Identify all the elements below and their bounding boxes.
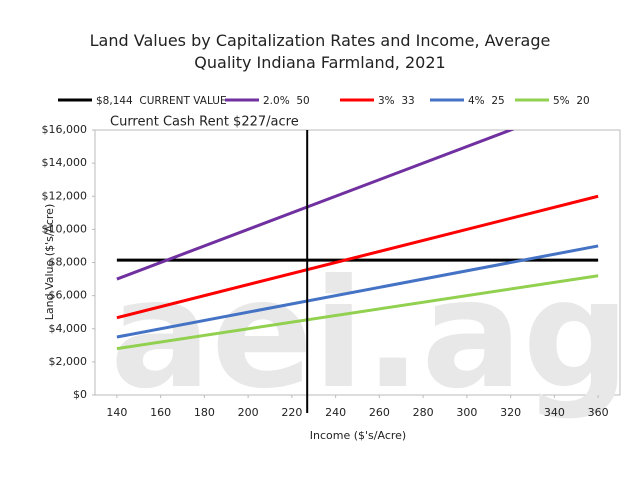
legend-label: 3% 33 bbox=[378, 95, 415, 107]
x-tick-label: 300 bbox=[456, 406, 477, 419]
plot-lines bbox=[116, 130, 599, 351]
watermark: aei.ag bbox=[110, 248, 630, 422]
x-tick-label: 240 bbox=[325, 406, 346, 419]
annotation: Current Cash Rent $227/acre bbox=[110, 115, 299, 130]
y-tick-label: $6,000 bbox=[49, 289, 88, 302]
series-line bbox=[116, 274, 599, 351]
y-tick-label: $16,000 bbox=[42, 123, 88, 136]
x-tick-label: 360 bbox=[588, 406, 609, 419]
title-box: Land Values by Capitalization Rates and … bbox=[89, 31, 551, 72]
x-tick-label: 220 bbox=[281, 406, 302, 419]
x-axis-label: Income ($'s/Acre) bbox=[310, 429, 406, 442]
legend-label: 4% 25 bbox=[468, 95, 505, 107]
x-tick-label: 160 bbox=[150, 406, 171, 419]
legend-label: $8,144 CURRENT VALUE bbox=[96, 95, 227, 107]
y-axis-label: Land Value ($'s/Acre) bbox=[43, 204, 56, 321]
x-tick-label: 280 bbox=[413, 406, 434, 419]
y-tick-label: $2,000 bbox=[49, 355, 88, 368]
y-tick-label: $10,000 bbox=[42, 222, 88, 235]
y-tick-label: $8,000 bbox=[49, 256, 88, 269]
x-tick-label: 140 bbox=[106, 406, 127, 419]
y-tick-label: $14,000 bbox=[42, 156, 88, 169]
x-tick-label: 340 bbox=[544, 406, 565, 419]
legend-label: 5% 20 bbox=[553, 95, 590, 107]
series-line bbox=[116, 130, 515, 281]
y-tick-label: $4,000 bbox=[49, 322, 88, 335]
series-line bbox=[116, 194, 599, 320]
legend-label: 2.0% 50 bbox=[263, 95, 310, 107]
chart-title: Land Values by Capitalization Rates and … bbox=[89, 31, 551, 72]
x-tick-label: 180 bbox=[194, 406, 215, 419]
series-line bbox=[116, 244, 599, 339]
y-tick-label: $0 bbox=[73, 388, 87, 401]
y-tick-label: $12,000 bbox=[42, 189, 88, 202]
x-tick-label: 260 bbox=[369, 406, 390, 419]
x-tick-label: 320 bbox=[500, 406, 521, 419]
x-tick-label: 200 bbox=[238, 406, 259, 419]
